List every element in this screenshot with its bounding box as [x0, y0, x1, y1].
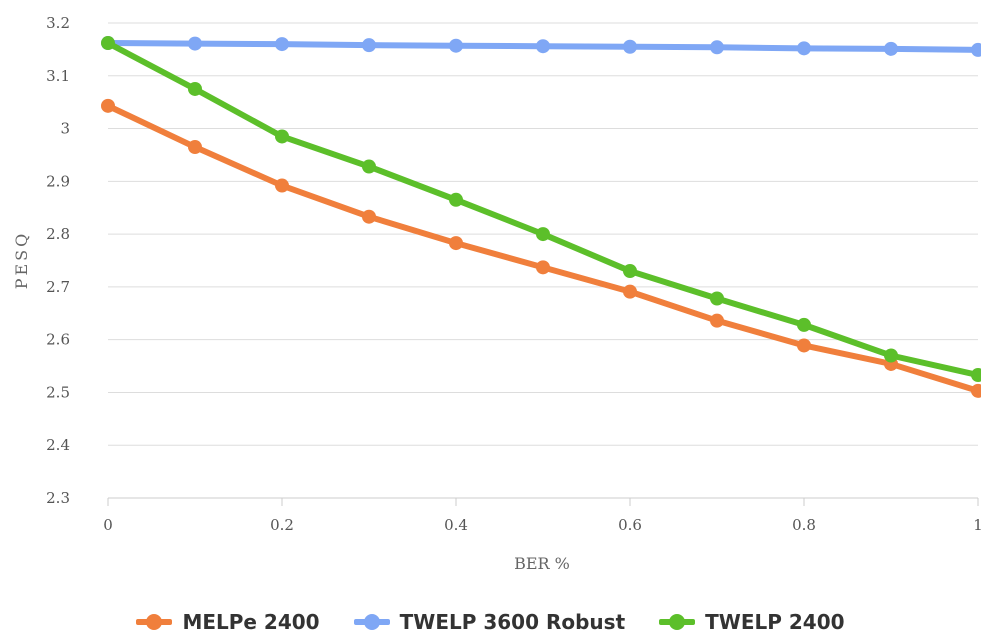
data-point	[536, 39, 550, 54]
data-point	[362, 38, 376, 53]
data-point	[275, 37, 289, 52]
x-tick-label: 1	[973, 516, 981, 534]
series-line	[105, 40, 981, 379]
axes	[107, 498, 979, 506]
series-melpe-2400	[101, 98, 981, 398]
data-point	[623, 39, 637, 54]
data-point	[623, 264, 637, 279]
y-tick-label: 2.9	[46, 172, 70, 190]
x-tick-label: 0	[103, 516, 113, 534]
data-point	[449, 38, 463, 53]
data-point	[275, 178, 289, 193]
series-twelp-3600-robust	[101, 36, 981, 57]
legend-item: TWELP 2400	[659, 610, 845, 634]
data-point	[188, 36, 202, 51]
x-tick-label: 0.4	[444, 516, 468, 534]
legend-swatch	[353, 614, 390, 630]
series-line	[105, 102, 981, 394]
x-tick-label: 0.6	[618, 516, 642, 534]
y-tick-label: 2.7	[46, 278, 70, 296]
y-tick-label: 3.2	[46, 14, 70, 32]
legend-swatch	[659, 614, 696, 630]
data-point	[797, 338, 811, 353]
legend-label: TWELP 2400	[705, 610, 845, 634]
data-point	[884, 41, 898, 56]
legend-item: MELPe 2400	[136, 610, 320, 634]
data-point	[362, 209, 376, 224]
y-tick-label: 2.3	[46, 489, 70, 507]
legend-label: MELPe 2400	[182, 610, 320, 634]
legend-item: TWELP 3600 Robust	[353, 610, 626, 634]
data-point	[449, 192, 463, 207]
data-point	[536, 227, 550, 242]
data-point	[710, 291, 724, 306]
legend-label: TWELP 3600 Robust	[399, 610, 626, 634]
legend-swatch	[136, 614, 173, 630]
data-point	[188, 140, 202, 155]
series-twelp-2400	[101, 36, 981, 383]
data-point	[449, 236, 463, 251]
data-point	[623, 284, 637, 299]
data-point	[797, 317, 811, 332]
x-axis-title: BER %	[514, 554, 570, 573]
tick-labels: 2.3 2.4 2.5 2.6 2.7 2.8 2.9 3 3.1 3.2 0 0.2 0.4 0.6 0.…	[46, 14, 981, 534]
data-point	[884, 348, 898, 363]
y-tick-label: 2.6	[46, 331, 70, 349]
y-tick-label: 3.1	[46, 67, 70, 85]
data-point	[710, 40, 724, 55]
x-tick-label: 0.2	[270, 516, 294, 534]
data-point	[275, 129, 289, 144]
x-tick-label: 0.8	[792, 516, 816, 534]
data-point	[971, 383, 981, 398]
data-point	[362, 159, 376, 174]
data-point	[536, 260, 550, 275]
y-tick-label: 2.8	[46, 225, 70, 243]
data-point	[710, 313, 724, 328]
data-point	[971, 368, 981, 383]
y-tick-label: 2.5	[46, 383, 70, 401]
y-tick-label: 2.4	[46, 436, 70, 454]
data-point	[797, 41, 811, 56]
data-point	[971, 42, 981, 57]
data-point	[101, 98, 115, 113]
data-point	[188, 81, 202, 96]
y-tick-label: 3	[60, 120, 70, 138]
y-axis-title: PESQ	[12, 231, 31, 290]
series-layer	[101, 36, 981, 398]
legend: MELPe 2400 TWELP 3600 Robust TWELP 2400	[0, 606, 981, 638]
data-point	[101, 36, 115, 51]
